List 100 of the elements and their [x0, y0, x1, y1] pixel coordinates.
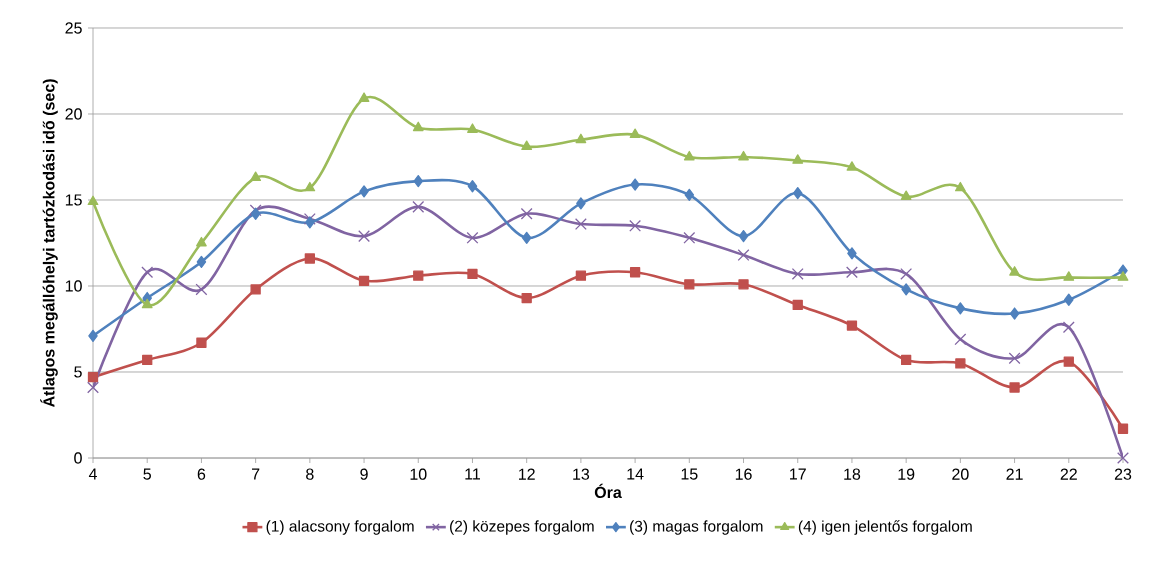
point: [1062, 321, 1075, 334]
x-tick-label: 13: [573, 468, 590, 480]
point: [196, 236, 207, 247]
x-tick-label: 12: [519, 468, 535, 480]
x-tick-label: 11: [465, 468, 481, 480]
point: [954, 181, 966, 192]
y-tick-label: 20: [65, 108, 82, 120]
point: [358, 230, 371, 243]
x-tick-label: 9: [360, 468, 368, 480]
point: [738, 229, 749, 243]
point: [521, 140, 533, 151]
point: [521, 231, 532, 244]
point: [467, 180, 478, 193]
point: [1117, 423, 1129, 434]
point: [738, 150, 749, 161]
x-tick-label: 18: [844, 468, 861, 480]
point: [1009, 307, 1020, 320]
point: [305, 216, 315, 229]
x-tick-label: 20: [952, 468, 969, 480]
point: [142, 354, 153, 366]
point: [250, 171, 262, 182]
y-axis-title: Átlagos megállóhelyi tartózkodási idő (sec): [40, 79, 58, 408]
point: [683, 150, 695, 161]
x-tick-label: 21: [1006, 468, 1023, 480]
point: [1008, 352, 1021, 365]
point: [684, 279, 695, 290]
point: [196, 255, 207, 269]
point: [791, 268, 804, 280]
point: [846, 320, 858, 331]
point: [1063, 271, 1075, 281]
point: [521, 292, 532, 304]
point: [575, 133, 587, 144]
x-tick-label: 8: [306, 468, 314, 480]
x-tick-label: 17: [790, 468, 806, 480]
point: [88, 329, 98, 343]
point: [629, 219, 642, 232]
legend-label: (2) közepes forgalom: [450, 520, 594, 535]
point: [141, 266, 154, 279]
y-tick-label: 0: [74, 452, 82, 464]
x-axis-title: Óra: [594, 483, 622, 499]
point: [1117, 271, 1129, 281]
point: [412, 121, 424, 132]
point: [520, 207, 533, 220]
point: [466, 231, 479, 244]
y-tick-label: 10: [65, 280, 82, 292]
point: [87, 381, 99, 394]
point: [792, 186, 803, 200]
point: [574, 218, 587, 231]
point: [629, 128, 641, 139]
point: [955, 358, 966, 369]
point: [467, 268, 478, 280]
point: [900, 268, 913, 280]
point: [901, 283, 911, 296]
point: [845, 266, 858, 279]
point: [684, 188, 695, 201]
point: [738, 279, 749, 290]
x-tick-label: 10: [410, 468, 427, 480]
x-tick-label: 4: [88, 468, 97, 480]
point: [141, 298, 153, 309]
point: [1117, 452, 1129, 464]
y-tick-label: 15: [65, 194, 82, 206]
point: [576, 197, 586, 210]
point: [250, 284, 261, 295]
point: [630, 178, 640, 191]
x-tick-label: 22: [1060, 468, 1077, 480]
point: [358, 92, 370, 102]
x-tick-label: 15: [681, 468, 698, 480]
point: [467, 123, 478, 133]
x-tick-label: 7: [252, 468, 260, 480]
legend-label: (3) magas forgalom: [630, 520, 763, 535]
x-tick-label: 19: [898, 468, 915, 480]
point: [1063, 356, 1074, 367]
point: [196, 337, 207, 348]
point: [900, 190, 912, 200]
point: [87, 195, 99, 206]
point: [304, 253, 315, 264]
x-tick-label: 6: [197, 468, 206, 480]
x-tick-label: 14: [627, 468, 644, 480]
y-tick-label: 5: [74, 366, 82, 378]
legend-label: (1) alacsony forgalom: [266, 520, 414, 535]
point: [1064, 293, 1074, 306]
point: [792, 154, 804, 164]
point: [683, 231, 696, 244]
point: [195, 283, 208, 296]
point: [847, 247, 857, 260]
point: [412, 200, 425, 213]
point: [575, 270, 587, 281]
y-tick-label: 25: [65, 22, 82, 34]
point: [901, 354, 912, 366]
point: [358, 275, 370, 286]
point: [413, 174, 424, 188]
point: [737, 249, 750, 261]
point: [413, 270, 424, 281]
point: [359, 185, 369, 198]
point: [792, 299, 803, 311]
point: [304, 181, 316, 192]
point: [87, 372, 99, 383]
x-tick-label: 5: [143, 468, 151, 480]
x-tick-label: 23: [1114, 468, 1132, 480]
legend-label: (4) igen jelentős forgalom: [798, 520, 972, 535]
